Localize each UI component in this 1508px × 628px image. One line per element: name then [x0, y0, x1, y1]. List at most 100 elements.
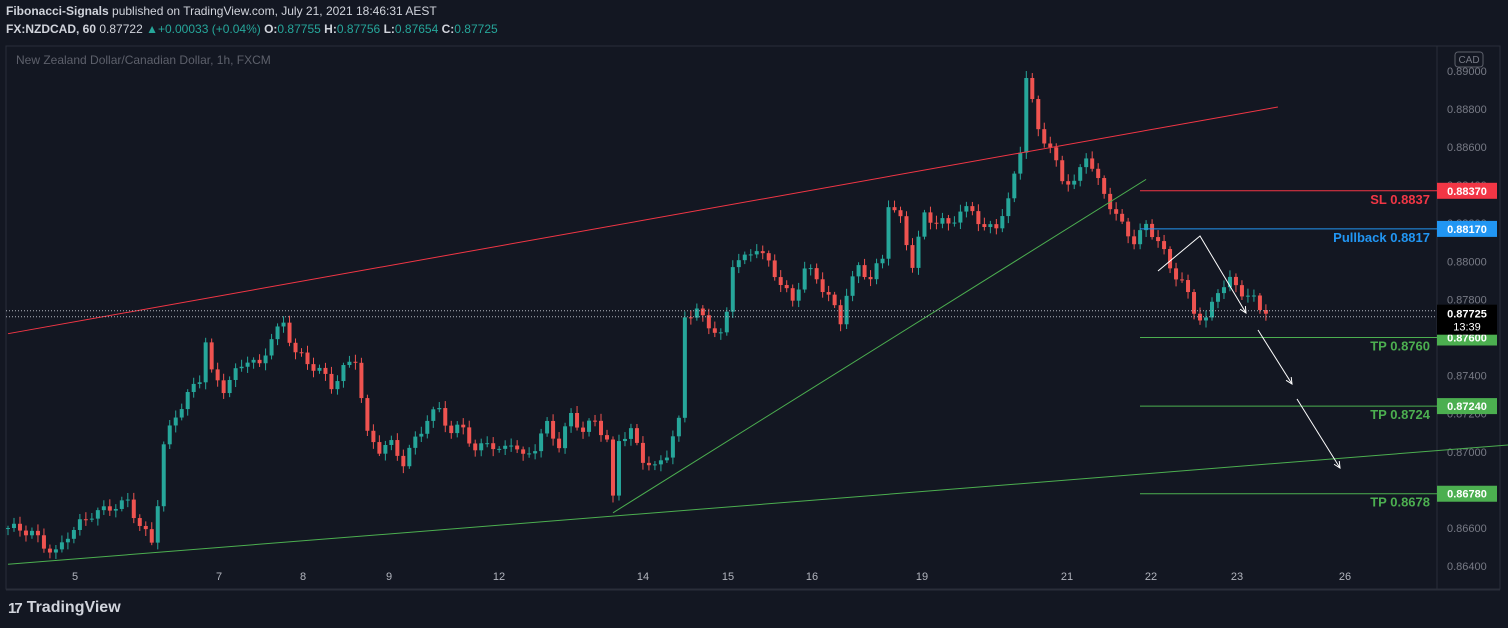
candle — [652, 464, 657, 466]
candle — [1024, 78, 1029, 153]
candle — [467, 427, 472, 444]
candle — [1174, 268, 1179, 280]
candle — [688, 317, 693, 319]
open-label: O: — [264, 22, 278, 36]
y-tick-label: 0.86600 — [1447, 523, 1487, 535]
candle — [29, 530, 34, 536]
tradingview-logo[interactable]: 17 TradingView — [8, 599, 121, 617]
candle — [77, 519, 82, 530]
candle — [143, 525, 148, 530]
level-badge-value: 0.88370 — [1447, 186, 1487, 198]
candle — [71, 529, 76, 539]
candle — [1162, 241, 1167, 250]
candle — [634, 428, 639, 443]
x-tick-label: 26 — [1339, 571, 1351, 583]
candle — [1120, 213, 1125, 222]
candle — [347, 361, 352, 366]
x-tick-label: 21 — [1061, 571, 1073, 583]
candle — [760, 251, 765, 254]
candle — [838, 305, 843, 325]
candle — [599, 420, 604, 436]
candle — [1084, 158, 1089, 168]
candle — [239, 366, 244, 369]
candle — [940, 218, 945, 224]
candle — [718, 332, 723, 334]
candle — [952, 222, 957, 224]
candle — [1150, 223, 1155, 238]
candle — [83, 519, 88, 521]
publish-date: published on TradingView.com, July 21, 2… — [112, 4, 437, 18]
symbol-info: FX:NZDCAD, 60 0.87722 ▲+0.00033 (+0.04%)… — [6, 22, 498, 36]
triangle-up-icon: ▲ — [146, 22, 158, 36]
y-tick-label: 0.89000 — [1447, 66, 1487, 78]
candle — [1192, 292, 1197, 314]
candle — [730, 267, 735, 312]
candle — [1245, 295, 1250, 297]
candle — [173, 417, 178, 426]
candle — [209, 342, 214, 370]
candle — [131, 499, 136, 519]
candle — [65, 538, 70, 543]
candle — [23, 530, 28, 536]
candle — [1132, 236, 1137, 245]
candle — [1114, 209, 1119, 214]
candle — [539, 433, 544, 452]
candle — [784, 285, 789, 289]
candle — [988, 224, 993, 228]
candle — [497, 448, 502, 450]
level-badge-pullback — [1437, 220, 1497, 237]
candle — [401, 455, 406, 467]
x-tick-label: 22 — [1145, 571, 1157, 583]
candle — [59, 542, 64, 550]
candle — [1000, 216, 1005, 229]
candle — [658, 460, 663, 465]
candle — [1168, 249, 1173, 269]
candle — [1138, 230, 1143, 245]
candle — [569, 412, 574, 427]
candle — [227, 379, 232, 394]
candle — [1204, 317, 1208, 321]
candle — [904, 216, 909, 246]
candle — [377, 442, 382, 454]
candle — [149, 529, 154, 543]
brand-name: TradingView — [26, 599, 121, 616]
upper-channel-trendline — [7, 106, 1278, 335]
candle — [221, 380, 226, 394]
level-label-tp2: TP 0.8724 — [1370, 407, 1431, 422]
arrow-head-icon — [1285, 376, 1293, 385]
candle — [485, 443, 490, 445]
candle — [461, 424, 466, 428]
symbol-label[interactable]: FX:NZDCAD, 60 — [6, 22, 97, 36]
candle — [329, 373, 334, 390]
low-label: L: — [383, 22, 395, 36]
candle — [593, 420, 598, 422]
candle — [1263, 310, 1268, 314]
candle — [491, 443, 496, 450]
candle — [796, 289, 801, 301]
candle — [832, 294, 837, 306]
candle — [1078, 167, 1083, 181]
candle — [35, 530, 40, 536]
author-name[interactable]: Fibonacci-Signals — [6, 4, 109, 18]
candle — [437, 408, 442, 410]
candle — [748, 254, 753, 256]
candle — [664, 457, 669, 461]
candle — [670, 436, 675, 458]
candle — [1251, 295, 1256, 297]
candle — [341, 365, 346, 382]
candle — [443, 408, 448, 426]
candle — [263, 355, 268, 364]
candle — [17, 523, 22, 531]
candle — [1060, 160, 1065, 182]
candle — [1042, 129, 1047, 144]
level-badge-value: 0.88170 — [1447, 224, 1487, 236]
candle — [910, 245, 915, 268]
y-tick-label: 0.88000 — [1447, 256, 1487, 268]
candle — [503, 445, 508, 449]
candle — [473, 443, 478, 451]
candle — [215, 369, 220, 381]
close-value: 0.87725 — [454, 22, 498, 36]
candle — [898, 210, 903, 217]
x-tick-label: 8 — [300, 571, 306, 583]
